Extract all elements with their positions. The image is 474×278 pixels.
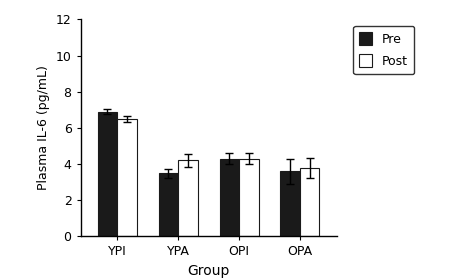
Bar <box>159 173 178 236</box>
Bar <box>117 119 137 236</box>
Legend: Pre, Post: Pre, Post <box>353 26 414 74</box>
Bar <box>300 168 319 236</box>
Bar <box>219 158 239 236</box>
Y-axis label: Plasma IL-6 (pg/mL): Plasma IL-6 (pg/mL) <box>37 65 50 190</box>
Bar <box>281 171 300 236</box>
X-axis label: Group: Group <box>187 264 230 278</box>
Bar <box>178 160 198 236</box>
Bar <box>98 111 117 236</box>
Bar <box>239 158 258 236</box>
